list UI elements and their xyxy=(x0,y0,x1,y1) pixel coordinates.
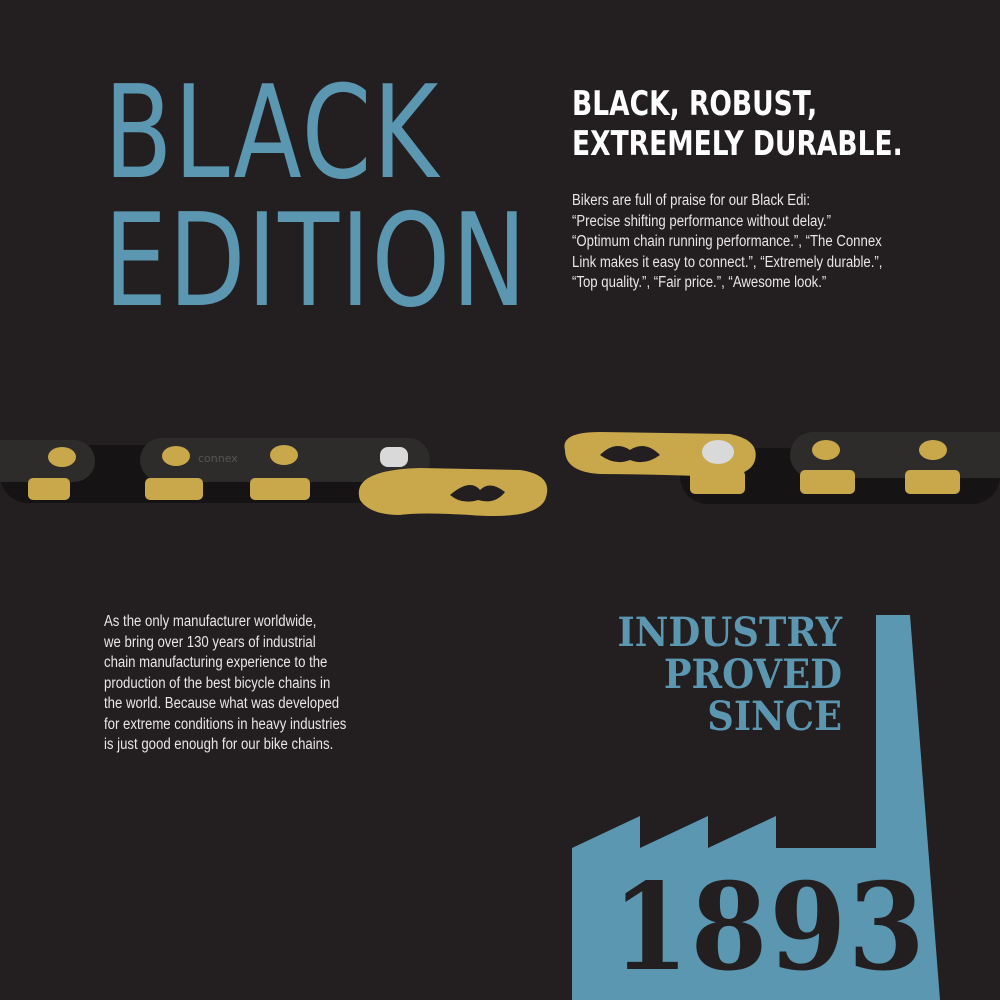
praise-line: Bikers are full of praise for our Black … xyxy=(572,192,810,209)
industry-line-2: PROVED xyxy=(663,651,842,698)
history-line: chain manufacturing experience to the xyxy=(104,654,328,671)
history-line: As the only manufacturer worldwide, xyxy=(104,613,317,630)
factory-silhouette xyxy=(572,615,940,1000)
praise-line: “Top quality.”, “Fair price.”, “Awesome … xyxy=(572,274,827,291)
history-line: we bring over 130 years of industrial xyxy=(104,633,316,651)
title-line-2: EDITION xyxy=(104,187,529,336)
title-line-1: BLACK xyxy=(104,59,440,208)
history-line: is just good enough for our bike chains. xyxy=(104,736,334,753)
left-chain xyxy=(0,438,548,516)
history-line: for extreme conditions in heavy industri… xyxy=(104,715,347,733)
headline: BLACK, ROBUST, EXTREMELY DURABLE. xyxy=(572,84,903,164)
title: BLACK EDITION xyxy=(104,70,528,326)
history-line: production of the best bicycle chains in xyxy=(104,674,331,692)
headline-line-2: EXTREMELY DURABLE. xyxy=(572,124,903,164)
industry-line-3: SINCE xyxy=(707,693,842,740)
headline-line-1: BLACK, ROBUST, xyxy=(572,84,818,124)
praise-line: “Precise shifting performance without de… xyxy=(572,212,831,230)
praise-line: Link makes it easy to connect.”, “Extrem… xyxy=(572,253,883,271)
history-line: the world. Because what was developed xyxy=(104,695,340,712)
praise-paragraph: Bikers are full of praise for our Black … xyxy=(572,191,882,294)
praise-line: “Optimum chain running performance.”, “T… xyxy=(572,233,882,250)
industry-line-1: INDUSTRY xyxy=(617,609,842,656)
founding-year: 1893 xyxy=(612,857,927,998)
industry-proved-heading: INDUSTRY PROVED SINCE xyxy=(617,612,842,738)
history-paragraph: As the only manufacturer worldwide, we b… xyxy=(104,612,346,756)
chain-brand-label: connex xyxy=(198,452,238,465)
right-chain xyxy=(564,432,1000,504)
